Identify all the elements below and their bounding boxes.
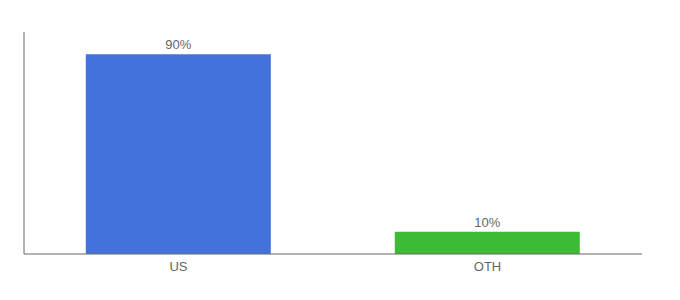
svg-text:OTH: OTH xyxy=(474,259,501,274)
svg-text:90%: 90% xyxy=(165,37,191,52)
svg-text:10%: 10% xyxy=(474,215,500,230)
svg-text:US: US xyxy=(169,259,187,274)
